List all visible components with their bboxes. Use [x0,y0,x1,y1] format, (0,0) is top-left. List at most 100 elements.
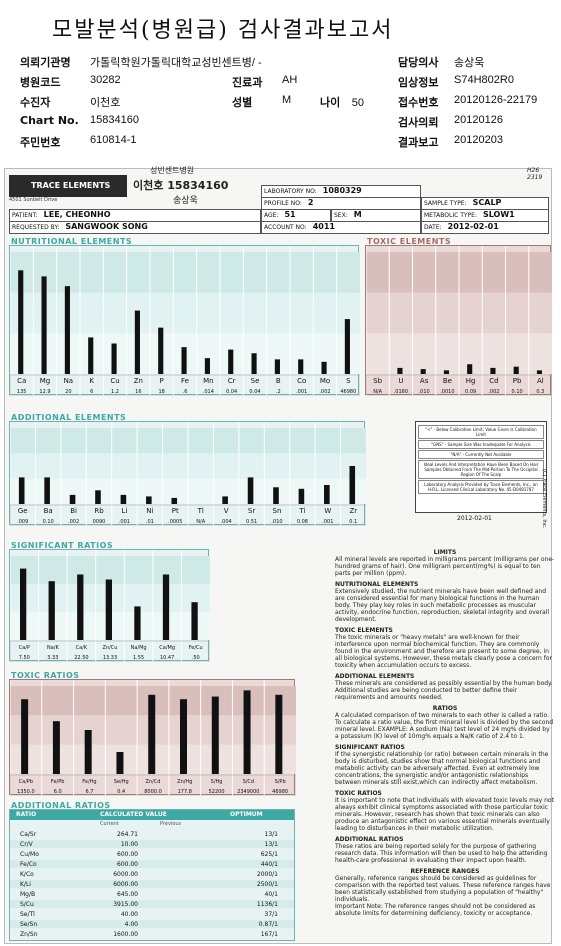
chart-category-label: Na/K [47,645,59,651]
notes-text: Extensively studied, the nutrient minera… [335,588,550,623]
table-cell: 0.87/1 [258,921,278,928]
chart-value-label: .0010 [440,389,454,395]
chart-category-label: Na [64,377,74,385]
ratios-header: RATIO CALCULATED VALUE OPTIMUM [10,810,294,820]
table-cell: 6000.00 [113,881,138,888]
header-field: 담당의사 송상욱 [398,54,484,70]
chart-category-label: Li [121,507,127,515]
notes-text: These ratios are being reported solely f… [335,843,548,864]
chart-category-label: Mn [203,377,213,385]
notes-heading: LIMITS [433,549,457,556]
chart-bar [69,494,76,504]
chart-category-label: Tl [197,507,204,515]
chart-bar [274,359,280,374]
table-cell: Mg/B [20,891,36,898]
chart-value-label: 2349000 [237,789,259,795]
table-cell: 1600.00 [113,931,138,938]
chart-value-label: 7.50 [19,655,30,661]
chart-value-label: 0090 [93,519,106,525]
table-cell: 264.71 [117,831,138,838]
toxic-ratios-chart: Ca/Pb 1350.0 Fe/Pb 6.0 Fe/Hg 6.7 Se/Hg 0.4 Zn/Cd… [9,679,297,797]
chart-bar [116,752,124,774]
notes-heading: SIGNIFICANT RATIOS [335,744,405,751]
chart-bar [204,358,210,374]
ratios-header-cell: CALCULATED VALUE [100,811,167,818]
notes-text: The toxic minerals or "heavy metals" are… [335,634,552,669]
header-label: 결과보고 [398,136,439,149]
table-row: Zn/Sn 1600.00 167/1 [10,930,294,938]
nutritional-chart: Ca 135 Mg 12.9 Na 20 K 6 Cu 1.2 Zn 16 P 18 Fe .6 Mn .014 C… [9,245,361,397]
chart-bar [158,327,164,374]
header-field: 성별 M [232,94,291,110]
table-cell: Ca/Sr [20,831,37,838]
chart-category-label: Ge [18,507,28,515]
chart-category-label: Cr [228,377,236,385]
chart-value-label: .004 [221,519,232,525]
chart-value-label: .0160 [394,389,408,395]
header-field: 주민번호 610814-1 [20,134,137,150]
table-cell: 4.00 [124,921,138,928]
chart-band [10,556,210,584]
chart-bar [120,494,127,504]
chart-bar [349,466,356,504]
header-field: 접수번호 20120126-22179 [398,94,537,110]
handwritten-note: H26 2319 [527,167,543,181]
chart-value-label: .01 [146,519,154,525]
header-field: 수진자 이천호 [20,94,120,110]
chart-category-label: Zn/Hg [177,779,192,785]
header-value: 가톨릭학원가톨릭대학교성빈센트병/ - [90,57,262,69]
table-cell: 600.00 [117,861,138,868]
chart-bar [298,488,305,504]
notes-heading: REFERENCE RANGES [410,868,480,875]
header-value: 15834160 [90,114,139,126]
table-cell: 645.00 [117,891,138,898]
notes-text: Generally, reference ranges should be co… [335,875,551,903]
chart-category-label: Fe/Hg [82,779,96,785]
table-cell: S/Cu [20,901,34,908]
chart-value-label: 1.2 [111,389,119,395]
header-label: 성별 [232,96,253,109]
chart-bar [162,574,170,640]
chart-bar [48,581,55,640]
chart-category-label: Fe/Pb [51,779,65,785]
table-row: K/Li 6000.00 2500/1 [10,880,294,888]
trace-elements-logo: TRACE ELEMENTS [9,175,127,197]
chart-bar [273,487,279,504]
chart-bar [146,496,152,504]
significant-chart: Ca/P 7.50 Na/K 3.33 Ca/K 22.50 Zn/Cu 13.33 Na/Mg… [9,549,211,663]
chart-category-label: Sn [273,507,282,515]
chart-category-label: Bi [70,507,77,515]
notes-column: LIMITS All mineral levels are reported i… [335,545,555,917]
chart-category-label: B [276,377,281,385]
chart-category-label: Rb [94,507,104,515]
header-label: 임상정보 [398,76,439,89]
chart-category-label: Ca/Mg [159,645,175,651]
chart-bar [88,337,94,374]
table-cell: 1136/1 [256,901,278,908]
chart-category-label: S/Pb [275,779,286,785]
chart-bar [275,694,283,774]
stamp-hospital: 성빈센트병원 [150,166,195,175]
side-copyright: (C) Trace Elements, Inc. [541,469,547,529]
chart-category-label: Ti [298,507,305,515]
chart-bar [251,353,257,374]
age-field: 나이 50 [320,96,364,109]
header-label: 검사의뢰 [398,116,439,129]
table-cell: Se/Tl [20,911,35,918]
notes-heading: TOXIC ELEMENTS [335,627,393,634]
header-label: Chart No. [20,114,79,127]
chart-bar [443,370,450,374]
chart-value-label: .2 [276,389,281,395]
chart-value-label: 46980 [272,789,288,795]
chart-category-label: Ca/K [76,645,88,651]
chart-category-label: K [89,377,94,385]
legend-item: "<" - Below Calibration Limit; Value Giv… [418,425,544,439]
table-cell: 2000/1 [256,871,278,878]
chart-category-label: S [346,377,351,385]
ratios-subheader: Current [100,821,119,827]
chart-category-label: Al [537,377,544,385]
table-row: Se/Sn 4.00 0.87/1 [10,920,294,928]
table-cell: Cu/Mo [20,851,39,858]
table-cell: 625/1 [260,851,278,858]
chart-bar [21,699,29,774]
